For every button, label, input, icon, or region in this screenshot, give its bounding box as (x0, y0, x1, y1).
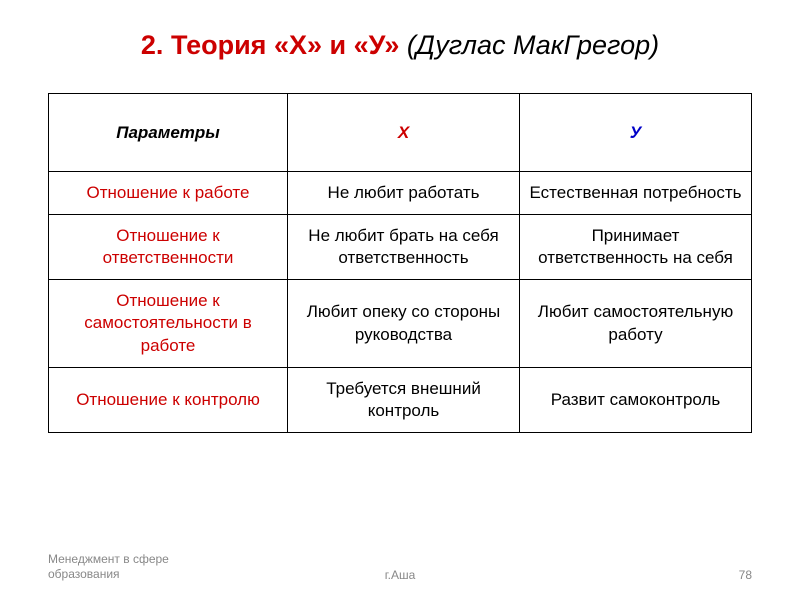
cell-x: Не любит работать (288, 172, 520, 215)
table-header-row: Параметры Х У (49, 94, 752, 172)
title-subtitle: (Дуглас МакГрегор) (407, 30, 659, 60)
col-header-y: У (520, 94, 752, 172)
table-row: Отношение к контролю Требуется внешний к… (49, 367, 752, 432)
col-header-x: Х (288, 94, 520, 172)
title-main: Теория «Х» и «У» (171, 30, 399, 60)
cell-y: Принимает ответственность на себя (520, 215, 752, 280)
cell-y: Естественная потребность (520, 172, 752, 215)
slide-footer: Менеджмент в сфере образования г.Аша 78 (48, 552, 752, 582)
row-label: Отношение к самостоятельности в работе (49, 280, 288, 367)
cell-x: Любит опеку со стороны руководства (288, 280, 520, 367)
footer-center: г.Аша (385, 568, 416, 582)
title-number: 2. (141, 30, 164, 60)
row-label: Отношение к работе (49, 172, 288, 215)
table-row: Отношение к работе Не любит работать Ест… (49, 172, 752, 215)
theory-table: Параметры Х У Отношение к работе Не люби… (48, 93, 752, 433)
cell-x: Требуется внешний контроль (288, 367, 520, 432)
cell-y: Развит самоконтроль (520, 367, 752, 432)
col-header-param: Параметры (49, 94, 288, 172)
footer-left: Менеджмент в сфере образования (48, 552, 228, 582)
slide: 2. Теория «Х» и «У» (Дуглас МакГрегор) П… (0, 0, 800, 600)
slide-title: 2. Теория «Х» и «У» (Дуглас МакГрегор) (48, 28, 752, 63)
cell-x: Не любит брать на себя ответственность (288, 215, 520, 280)
table-row: Отношение к ответственности Не любит бра… (49, 215, 752, 280)
table-row: Отношение к самостоятельности в работе Л… (49, 280, 752, 367)
cell-y: Любит самостоятельную работу (520, 280, 752, 367)
footer-right: 78 (739, 568, 752, 582)
row-label: Отношение к контролю (49, 367, 288, 432)
row-label: Отношение к ответственности (49, 215, 288, 280)
